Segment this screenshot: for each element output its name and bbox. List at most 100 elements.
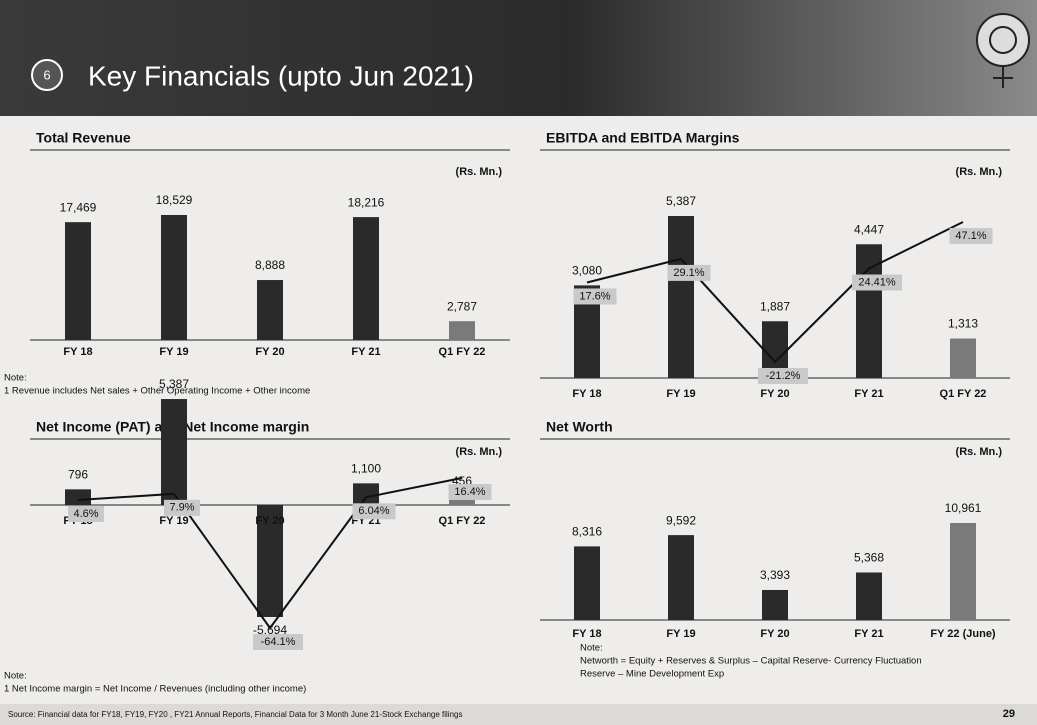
unit-label: (Rs. Mn.)	[456, 166, 503, 178]
bar	[856, 244, 882, 378]
x-tick-label: FY 20	[255, 515, 284, 527]
slide-number-badge	[31, 59, 63, 91]
chart-title: EBITDA and EBITDA Margins	[546, 130, 740, 146]
margin-label-box	[352, 503, 396, 520]
bar	[161, 399, 187, 505]
value-label: 18,216	[348, 195, 385, 209]
x-tick-label: FY 18	[572, 628, 601, 640]
bar	[353, 483, 379, 505]
x-tick-label: FY 20	[760, 628, 789, 640]
bar	[65, 489, 91, 505]
value-label: 5,368	[854, 551, 884, 565]
bar	[449, 321, 475, 340]
value-label: 1,100	[351, 462, 381, 476]
x-tick-label: FY 18	[63, 346, 92, 358]
bar	[762, 589, 788, 620]
margin-label-box	[667, 264, 711, 281]
margin-label-box	[573, 288, 617, 305]
note: Networth = Equity + Reserves & Surplus –…	[580, 656, 922, 667]
margin-label-box	[253, 634, 303, 650]
value-label: 9,592	[666, 513, 696, 527]
page-number: 29	[1003, 708, 1015, 720]
value-label: 4,447	[854, 222, 884, 236]
value-label: 5,387	[666, 194, 696, 208]
x-tick-label: FY 18	[572, 388, 601, 400]
margin-label: 29.1%	[673, 267, 704, 279]
value-label: 18,529	[156, 193, 193, 207]
bar	[65, 222, 91, 340]
value-label: 3,393	[760, 568, 790, 582]
value-label: 796	[68, 468, 88, 482]
bar	[257, 505, 283, 617]
margin-line	[586, 221, 964, 364]
value-label: 1,313	[948, 317, 978, 331]
note: Note:	[580, 643, 603, 654]
x-tick-label: FY 20	[255, 346, 284, 358]
bar	[668, 216, 694, 378]
margin-label-box	[164, 499, 200, 516]
margin-label: 24.41%	[858, 276, 896, 288]
chart-title: Total Revenue	[36, 130, 131, 146]
margin-label: 4.6%	[73, 508, 98, 520]
value-label: 10,961	[945, 501, 982, 515]
x-tick-label: FY 19	[666, 628, 695, 640]
x-tick-label: Q1 FY 22	[940, 388, 987, 400]
slide-title: Key Financials (upto Jun 2021)	[88, 60, 474, 91]
margin-label: -21.2%	[766, 370, 801, 382]
bar	[449, 496, 475, 505]
value-label: 1,887	[760, 299, 790, 313]
x-tick-label: Q1 FY 22	[439, 515, 486, 527]
value-label: 3,080	[572, 264, 602, 278]
value-label: 2,787	[447, 299, 477, 313]
bar	[950, 338, 976, 378]
note: Note:	[4, 373, 27, 384]
value-label: -5,694	[253, 623, 287, 637]
source: Source: Financial data for FY18, FY19, F…	[8, 710, 462, 719]
value-label: 5,387	[159, 377, 189, 391]
note: Reserve – Mine Development Exp	[580, 669, 724, 680]
header-band	[0, 0, 1037, 116]
margin-label-box	[949, 228, 993, 244]
unit-label: (Rs. Mn.)	[456, 446, 503, 458]
note: 1 Net Income margin = Net Income / Reven…	[4, 684, 306, 695]
slide-number: 6	[43, 67, 50, 82]
note: 1 Revenue includes Net sales + Other Ope…	[4, 386, 310, 397]
x-tick-label: FY 21	[854, 388, 883, 400]
value-label: 8,888	[255, 258, 285, 272]
margin-label: 17.6%	[579, 290, 610, 302]
bar	[950, 523, 976, 620]
logo	[976, 13, 1030, 88]
margin-label: 7.9%	[169, 502, 194, 514]
value-label: 17,469	[60, 200, 97, 214]
x-tick-label: FY 21	[854, 628, 883, 640]
margin-label-box	[448, 484, 492, 500]
x-tick-label: FY 20	[760, 388, 789, 400]
bar	[161, 215, 187, 340]
bar	[574, 546, 600, 620]
margin-label: 16.4%	[454, 486, 485, 498]
margin-label: -64.1%	[261, 636, 296, 648]
unit-label: (Rs. Mn.)	[956, 166, 1003, 178]
margin-label-box	[68, 505, 104, 522]
x-tick-label: Q1 FY 22	[439, 346, 486, 358]
footer-band	[0, 704, 1037, 725]
bar	[856, 572, 882, 620]
x-tick-label: FY 22 (June)	[930, 628, 996, 640]
bar	[353, 217, 379, 340]
unit-label: (Rs. Mn.)	[956, 446, 1003, 458]
note: Note:	[4, 671, 27, 682]
bar	[257, 280, 283, 340]
x-tick-label: FY 19	[666, 388, 695, 400]
x-tick-label: FY 19	[159, 346, 188, 358]
x-tick-label: FY 19	[159, 515, 188, 527]
chart-title: Net Worth	[546, 419, 613, 435]
margin-label: 6.04%	[358, 505, 389, 517]
margin-label-box	[852, 274, 902, 291]
x-tick-label: FY 21	[351, 346, 380, 358]
margin-line	[77, 477, 463, 630]
bar	[668, 535, 694, 620]
margin-label: 47.1%	[955, 230, 986, 242]
margin-label-box	[758, 368, 808, 384]
value-label: 8,316	[572, 525, 602, 539]
